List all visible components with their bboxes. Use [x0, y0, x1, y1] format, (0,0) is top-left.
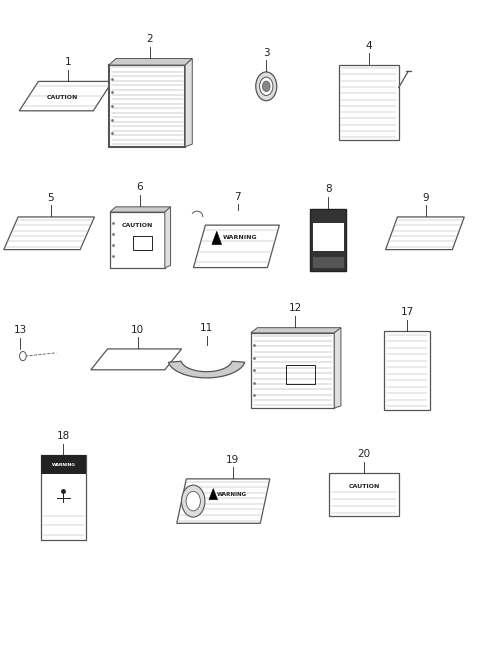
Bar — [339, 65, 399, 140]
Circle shape — [263, 81, 270, 92]
Polygon shape — [177, 479, 270, 523]
Text: 9: 9 — [423, 193, 430, 203]
Circle shape — [186, 491, 200, 511]
Polygon shape — [193, 225, 279, 268]
Polygon shape — [251, 333, 334, 408]
Bar — [312, 223, 344, 251]
Polygon shape — [385, 217, 464, 250]
Polygon shape — [334, 328, 341, 408]
Polygon shape — [19, 81, 112, 111]
Polygon shape — [110, 212, 165, 268]
Bar — [311, 209, 346, 271]
Text: 18: 18 — [57, 431, 70, 441]
Polygon shape — [4, 217, 95, 250]
Text: 12: 12 — [288, 303, 302, 314]
Text: 6: 6 — [136, 182, 143, 192]
Bar — [312, 256, 344, 268]
Text: WARNING: WARNING — [51, 462, 75, 466]
Text: 17: 17 — [400, 307, 414, 317]
Polygon shape — [168, 361, 245, 378]
Text: WARNING: WARNING — [223, 236, 257, 240]
Text: 7: 7 — [234, 192, 241, 201]
Text: 1: 1 — [64, 57, 71, 67]
Polygon shape — [212, 232, 221, 245]
Bar — [41, 455, 86, 541]
Text: 3: 3 — [263, 48, 270, 58]
Text: 8: 8 — [325, 184, 332, 194]
Text: CAUTION: CAUTION — [46, 95, 78, 100]
Polygon shape — [185, 58, 192, 147]
Polygon shape — [165, 207, 170, 268]
Polygon shape — [109, 58, 192, 65]
Polygon shape — [209, 489, 217, 500]
Bar — [133, 236, 153, 249]
Text: 13: 13 — [14, 325, 27, 335]
Circle shape — [20, 352, 26, 361]
Text: 5: 5 — [47, 193, 54, 203]
Text: 19: 19 — [226, 455, 239, 464]
Text: 4: 4 — [366, 41, 372, 51]
Circle shape — [256, 72, 277, 100]
Polygon shape — [109, 65, 185, 147]
Bar — [286, 365, 315, 384]
Text: 10: 10 — [132, 325, 144, 335]
Text: CAUTION: CAUTION — [122, 224, 153, 228]
Bar — [329, 474, 399, 516]
Polygon shape — [110, 207, 170, 212]
Bar — [384, 331, 430, 409]
Text: 11: 11 — [200, 323, 213, 333]
Polygon shape — [91, 349, 181, 370]
Text: WARNING: WARNING — [216, 492, 247, 497]
Circle shape — [181, 485, 205, 517]
Text: CAUTION: CAUTION — [348, 483, 380, 489]
Text: 2: 2 — [146, 34, 153, 44]
Polygon shape — [251, 328, 341, 333]
Circle shape — [260, 77, 273, 96]
Text: 20: 20 — [358, 449, 371, 459]
Bar — [41, 455, 86, 474]
